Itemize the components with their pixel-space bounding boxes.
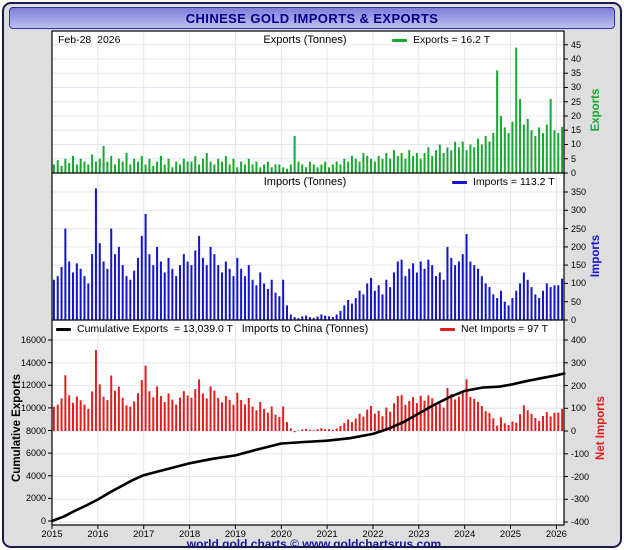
- footer-credit: world gold charts © www.goldchartsrus.co…: [186, 537, 442, 548]
- exports-panel-header: Feb-28 2026 Exports (Tonnes) Exports = 1…: [4, 34, 620, 47]
- net-imports-panel-title: Imports to China (Tonnes): [241, 323, 369, 335]
- imports-axis-label: Imports: [590, 234, 602, 278]
- exports-panel-title: Exports (Tonnes): [263, 34, 347, 46]
- net-imports-legend: Net Imports = 97 T: [440, 323, 548, 335]
- net-imports-legend-label: Net Imports = 97 T: [461, 323, 549, 335]
- imports-panel-header: Imports (Tonnes) Imports = 113.2 T: [4, 176, 620, 189]
- cumulative-exports-legend-label: Cumulative Exports = 13,039.0 T: [77, 323, 233, 335]
- imports-legend-label: Imports = 113.2 T: [473, 176, 555, 188]
- imports-legend: Imports = 113.2 T: [452, 176, 555, 188]
- cumulative-exports-legend: Cumulative Exports = 13,039.0 T: [56, 323, 233, 335]
- cumulative-exports-legend-swatch-icon: [56, 327, 71, 331]
- exports-legend: Exports = 16.2 T: [392, 34, 490, 46]
- net-imports-axis-label: Net Imports: [595, 396, 607, 460]
- net-imports-panel-header: Cumulative Exports = 13,039.0 T Imports …: [4, 323, 620, 336]
- cumulative-exports-axis-label: Cumulative Exports: [11, 374, 23, 482]
- exports-legend-label: Exports = 16.2 T: [413, 34, 491, 46]
- imports-panel-title: Imports (Tonnes): [263, 176, 347, 188]
- page-title: CHINESE GOLD IMPORTS & EXPORTS: [185, 10, 439, 26]
- chart-date-label: Feb-28 2026: [58, 34, 121, 46]
- net-imports-legend-swatch-icon: [440, 327, 455, 331]
- title-banner: CHINESE GOLD IMPORTS & EXPORTS: [9, 7, 615, 29]
- chart-canvas: [48, 30, 568, 529]
- exports-legend-swatch-icon: [392, 38, 407, 42]
- imports-legend-swatch-icon: [452, 180, 467, 184]
- exports-axis-label: Exports: [590, 88, 602, 132]
